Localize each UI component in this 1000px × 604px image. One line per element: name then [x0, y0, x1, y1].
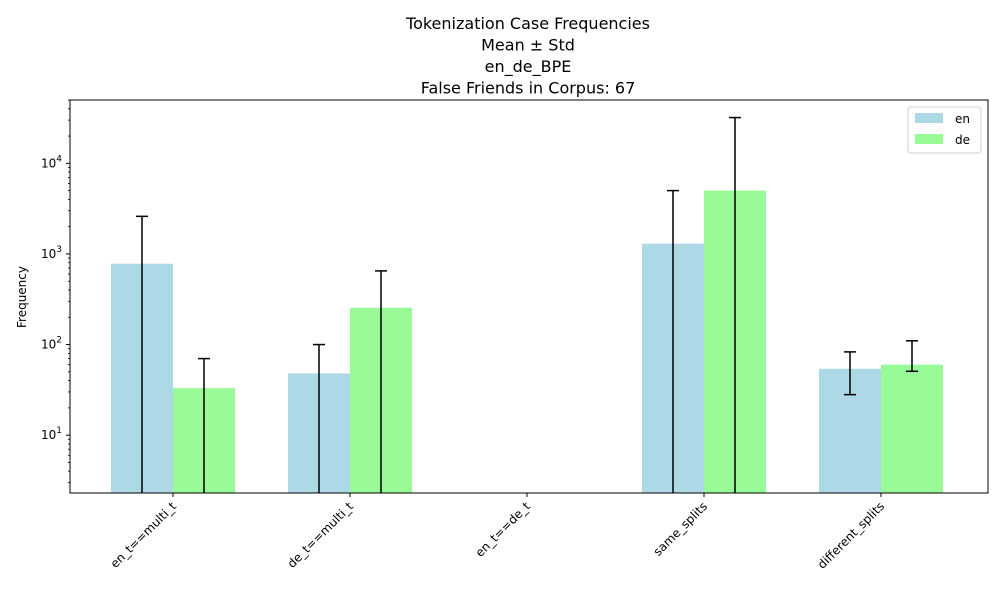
x-tick-labels: en_t==multi_t de_t==multi_t en_t==de_t same… — [108, 493, 887, 572]
chart-title-line: False Friends in Corpus: 67 — [421, 79, 636, 98]
x-tick-label: same_splits — [651, 499, 711, 559]
legend-label-en: en — [955, 112, 970, 126]
legend-swatch-de — [915, 134, 943, 144]
bars — [111, 190, 943, 493]
legend: en de — [907, 106, 982, 154]
y-tick-label: 104 — [41, 154, 62, 170]
x-tick-label: different_splits — [815, 499, 887, 571]
x-tick-label: de_t==multi_t — [285, 499, 357, 571]
y-tick-labels: 101 102 103 104 — [41, 99, 70, 483]
chart-title-line: en_de_BPE — [485, 57, 572, 77]
y-tick-label: 101 — [41, 426, 62, 442]
bar-de-different_splits — [881, 364, 943, 493]
axes — [69, 99, 989, 494]
y-axis-label: Frequency — [15, 266, 29, 328]
plot-frame — [69, 99, 989, 494]
y-tick-label: 103 — [41, 245, 62, 261]
y-tick-label: 102 — [41, 336, 62, 352]
x-tick-label: en_t==de_t — [473, 499, 534, 560]
x-tick-label: en_t==multi_t — [108, 499, 180, 571]
error-bars — [136, 116, 918, 493]
legend-swatch-en — [915, 113, 943, 123]
legend-label-de: de — [955, 133, 970, 147]
chart-title-line: Mean ± Std — [481, 36, 575, 55]
chart-title-line: Tokenization Case Frequencies — [405, 14, 650, 33]
chart-title: Tokenization Case Frequencies Mean ± Std e… — [405, 14, 650, 98]
